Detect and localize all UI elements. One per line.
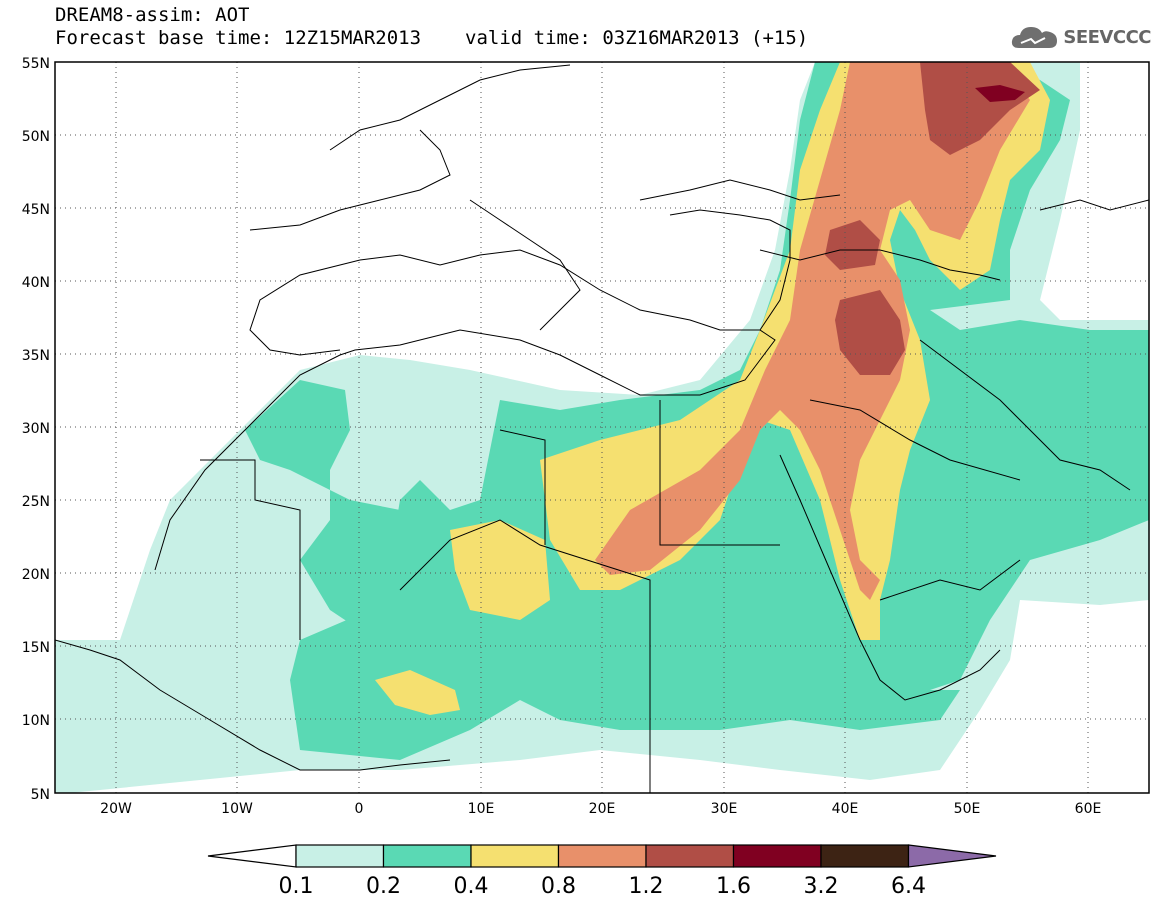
- lat-tick: 45N: [22, 202, 50, 218]
- colorbar-label: 0.4: [454, 874, 489, 899]
- colorbar-segment: [820, 844, 910, 868]
- seevccc-logo: SEEVCCC: [1011, 22, 1151, 52]
- map-frame: [54, 61, 1150, 794]
- colorbar-segment: [470, 844, 560, 868]
- colorbar-segment: [295, 844, 385, 868]
- valid-time: valid time: 03Z16MAR2013 (+15): [465, 27, 809, 49]
- aot-contour-1.2: [825, 62, 1040, 375]
- lat-axis: 5N 10N 15N 20N 25N 30N 35N 40N 45N 50N 5…: [22, 56, 50, 803]
- title-block: DREAM8-assim: AOT Forecast base time: 12…: [55, 4, 808, 50]
- lat-tick: 20N: [22, 567, 50, 583]
- map-title: DREAM8-assim: AOT: [55, 4, 250, 26]
- lon-axis: 20W 10W 0 10E 20E 30E 40E 50E 60E: [100, 801, 1101, 817]
- lon-tick: 60E: [1075, 801, 1102, 817]
- colorbar-segment: [645, 844, 735, 868]
- colorbar-label: 0.2: [366, 874, 401, 899]
- logo-text: SEEVCCC: [1063, 26, 1151, 48]
- colorbar-high-arrow: [907, 844, 997, 868]
- lon-tick: 20W: [100, 801, 132, 817]
- graticule: [55, 62, 1149, 793]
- lon-tick: 30E: [711, 801, 738, 817]
- lat-tick: 10N: [22, 713, 50, 729]
- lat-tick: 30N: [22, 421, 50, 437]
- aot-contour-1.6: [975, 85, 1025, 102]
- lon-tick: 10W: [221, 801, 253, 817]
- lon-tick: 10E: [468, 801, 495, 817]
- lon-tick: 0: [355, 801, 364, 817]
- colorbar-segment: [557, 844, 647, 868]
- coastlines: [55, 64, 1149, 793]
- lat-tick: 50N: [22, 129, 50, 145]
- colorbar-label: 3.2: [804, 874, 839, 899]
- colorbar-label: 0.1: [279, 874, 314, 899]
- lat-tick: 55N: [22, 56, 50, 72]
- lon-tick: 50E: [954, 801, 981, 817]
- lat-tick: 5N: [31, 787, 50, 803]
- colorbar-label: 1.2: [629, 874, 664, 899]
- colorbar-label: 6.4: [891, 874, 926, 899]
- lat-tick: 40N: [22, 275, 50, 291]
- colorbar-label: 0.8: [541, 874, 576, 899]
- lat-tick: 15N: [22, 640, 50, 656]
- aot-contour-0.8: [595, 62, 1030, 600]
- cloud-icon: [1012, 27, 1058, 48]
- colorbar-segment: [732, 844, 822, 868]
- colorbar: 0.1 0.2 0.4 0.8 1.2 1.6 3.2 6.4: [207, 844, 997, 899]
- colorbar-label: 1.6: [716, 874, 751, 899]
- colorbar-low-arrow: [207, 844, 297, 868]
- base-time: Forecast base time: 12Z15MAR2013: [55, 27, 422, 49]
- lon-tick: 40E: [832, 801, 859, 817]
- colorbar-segment: [382, 844, 472, 868]
- lat-tick: 35N: [22, 348, 50, 364]
- lon-tick: 20E: [589, 801, 616, 817]
- lat-tick: 25N: [22, 494, 50, 510]
